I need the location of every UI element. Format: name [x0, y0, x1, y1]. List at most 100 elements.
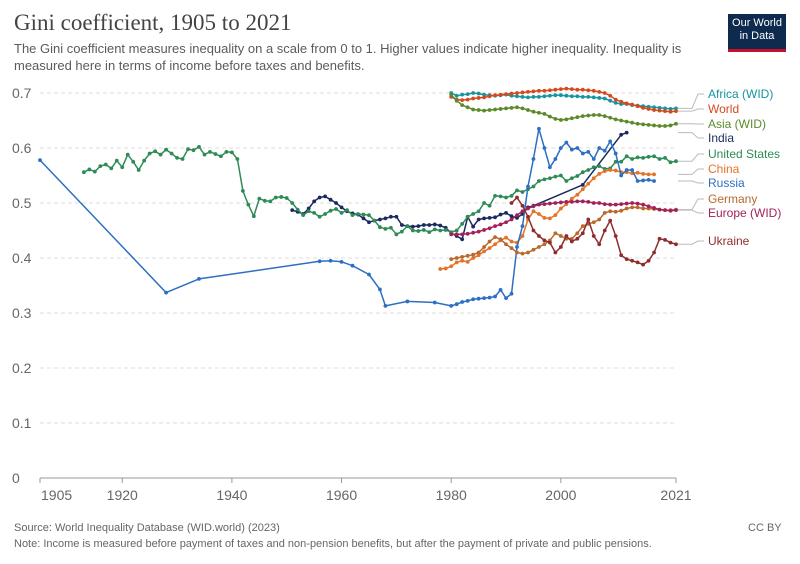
- data-point-germany: [471, 252, 476, 257]
- owid-logo[interactable]: Our World in Data: [728, 14, 786, 52]
- data-point-china: [449, 264, 454, 269]
- license-label[interactable]: CC BY: [748, 522, 782, 534]
- data-point-europe-wid: [630, 201, 635, 205]
- data-point-africa-wid: [471, 91, 476, 95]
- data-point-russia: [520, 224, 525, 229]
- data-point-united-states: [613, 159, 618, 164]
- data-point-germany: [520, 251, 525, 256]
- data-point-europe-wid: [591, 201, 596, 205]
- data-point-asia-wid: [586, 113, 591, 118]
- data-point-asia-wid: [663, 124, 667, 128]
- data-point-germany: [526, 250, 530, 255]
- data-point-united-states: [421, 228, 426, 232]
- data-point-world: [531, 89, 536, 94]
- data-point-europe-wid: [608, 202, 613, 207]
- data-point-russia: [383, 303, 388, 308]
- data-point-world: [668, 109, 673, 114]
- data-point-russia: [378, 287, 382, 292]
- data-point-europe-wid: [668, 208, 673, 213]
- data-point-india: [367, 220, 371, 225]
- data-point-united-states: [334, 207, 338, 211]
- data-point-russia: [646, 178, 651, 182]
- data-point-russia: [630, 168, 635, 172]
- x-tick-label: 2021: [660, 487, 691, 503]
- data-point-united-states: [531, 184, 536, 189]
- data-point-russia: [367, 272, 371, 277]
- leader-line-europe-wid: [678, 209, 704, 214]
- data-point-asia-wid: [613, 117, 618, 122]
- data-point-asia-wid: [597, 113, 602, 117]
- data-point-ukraine: [624, 257, 629, 261]
- data-point-united-states: [169, 151, 174, 156]
- data-point-united-states: [471, 212, 476, 216]
- data-point-russia: [449, 303, 454, 308]
- data-point-united-states: [202, 152, 207, 157]
- data-point-world: [630, 102, 635, 107]
- data-point-india: [394, 214, 399, 219]
- data-point-ukraine: [652, 250, 656, 255]
- data-point-asia-wid: [569, 116, 574, 121]
- data-point-united-states: [542, 177, 547, 182]
- data-point-united-states: [262, 198, 267, 203]
- data-point-germany: [613, 209, 618, 214]
- data-point-russia: [350, 263, 355, 268]
- data-point-china: [482, 249, 487, 254]
- data-point-russia: [591, 157, 596, 161]
- data-point-ukraine: [531, 228, 536, 233]
- data-point-russia: [547, 165, 552, 170]
- data-point-germany: [476, 250, 481, 255]
- data-point-europe-wid: [482, 228, 487, 232]
- data-point-europe-wid: [657, 207, 662, 212]
- data-point-germany: [597, 217, 602, 222]
- data-point-russia: [487, 295, 492, 300]
- data-point-europe-wid: [454, 232, 459, 237]
- data-point-united-states: [630, 157, 635, 161]
- data-point-united-states: [186, 147, 190, 152]
- data-point-united-states: [537, 179, 541, 183]
- data-point-india: [476, 217, 481, 222]
- data-point-africa-wid: [597, 96, 602, 100]
- data-point-europe-wid: [646, 204, 651, 209]
- data-point-africa-wid: [542, 94, 547, 99]
- data-point-united-states: [164, 147, 169, 152]
- data-point-india: [619, 132, 624, 137]
- data-point-germany: [482, 245, 487, 249]
- data-point-world: [608, 93, 613, 98]
- series-label-asia-wid: Asia (WID): [708, 117, 766, 131]
- data-point-china: [520, 234, 525, 238]
- data-point-africa-wid: [476, 91, 481, 96]
- data-point-ukraine: [608, 218, 613, 223]
- data-point-united-states: [498, 194, 503, 199]
- data-point-united-states: [652, 154, 656, 159]
- series-line-china: [440, 169, 655, 270]
- data-point-united-states: [81, 170, 86, 175]
- data-point-europe-wid: [564, 200, 569, 204]
- data-point-united-states: [586, 168, 591, 172]
- data-point-russia: [317, 259, 322, 264]
- data-point-united-states: [131, 159, 136, 164]
- data-point-united-states: [295, 207, 300, 212]
- data-point-united-states: [476, 209, 481, 214]
- x-tick-label: 1980: [436, 487, 467, 503]
- data-point-russia: [465, 299, 470, 303]
- data-point-asia-wid: [668, 123, 673, 128]
- data-point-united-states: [142, 158, 147, 163]
- data-point-europe-wid: [553, 201, 558, 205]
- data-point-europe-wid: [641, 202, 646, 207]
- data-point-india: [416, 224, 421, 229]
- data-point-russia: [597, 146, 602, 150]
- series-label-germany: Germany: [708, 192, 757, 206]
- data-point-europe-wid: [471, 230, 476, 235]
- data-point-germany: [509, 246, 514, 251]
- data-point-world: [471, 96, 476, 101]
- data-point-china: [597, 171, 602, 176]
- data-point-india: [317, 195, 322, 200]
- data-point-europe-wid: [597, 201, 602, 205]
- data-point-asia-wid: [580, 114, 585, 118]
- data-point-ukraine: [537, 234, 541, 238]
- data-point-world: [575, 87, 580, 92]
- data-point-russia: [613, 151, 618, 156]
- data-point-europe-wid: [569, 200, 574, 204]
- data-point-germany: [460, 255, 465, 259]
- data-point-united-states: [339, 211, 344, 215]
